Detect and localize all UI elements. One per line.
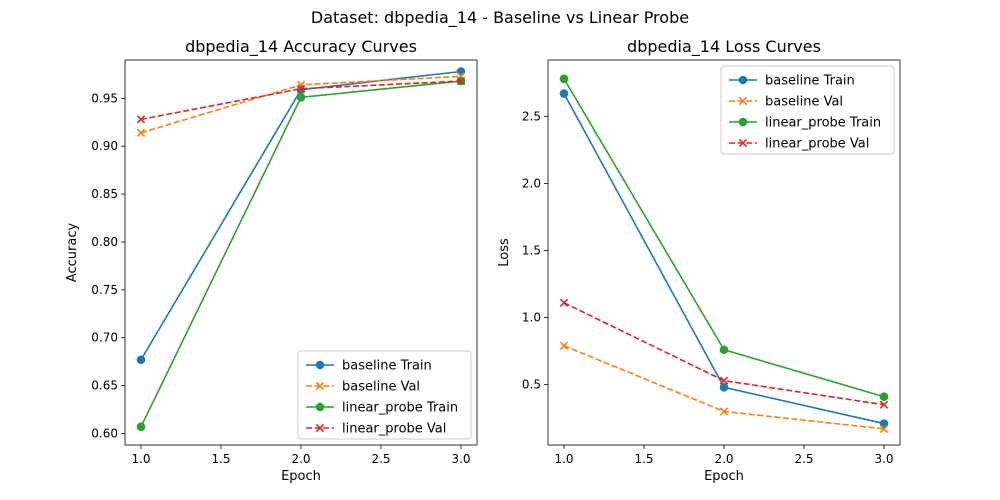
accuracy-y-tick-label: 0.85 <box>91 187 118 201</box>
loss-chart: dbpedia_14 Loss Curves 1.0 1.5 2.0 2.5 3.0 0.5… <box>497 37 901 484</box>
accuracy-legend-baseline-val-marker <box>315 381 325 391</box>
accuracy-y-tick-label: 0.60 <box>91 427 118 441</box>
accuracy-chart: dbpedia_14 Accuracy Curves 1.0 1.5 2.0 2.5 3.… <box>65 37 478 484</box>
accuracy-x-tick-label: 1.0 <box>131 452 150 466</box>
loss-series-linear-probe-train-point <box>719 345 729 355</box>
loss-y-axis-label: Loss <box>497 238 512 267</box>
loss-x-tick-label: 1.0 <box>554 452 573 466</box>
loss-x-tick-label: 3.0 <box>874 452 893 466</box>
accuracy-y-tick-label: 0.75 <box>91 283 118 297</box>
loss-series-baseline-train-point <box>559 89 569 98</box>
accuracy-series-linear-probe-train-point <box>296 93 306 102</box>
loss-y-tick-label: 0.5 <box>522 378 541 392</box>
accuracy-legend-baseline-val-label: baseline Val <box>342 380 420 395</box>
loss-legend-baseline-train-marker <box>738 75 748 85</box>
accuracy-legend-linear-probe-train-marker <box>315 402 325 412</box>
loss-series-baseline-val-point <box>559 341 569 350</box>
loss-legend-baseline-val-label: baseline Val <box>765 95 843 110</box>
accuracy-y-tick-label: 0.90 <box>91 139 118 153</box>
accuracy-x-tick-label: 2.0 <box>291 452 310 466</box>
accuracy-y-tick-label: 0.65 <box>91 379 118 393</box>
accuracy-legend-linear-probe-train-label: linear_probe Train <box>342 401 458 416</box>
loss-chart-title: dbpedia_14 Loss Curves <box>627 37 821 57</box>
accuracy-y-tick-label: 0.70 <box>91 331 118 345</box>
loss-x-tick-label: 2.5 <box>794 452 813 466</box>
accuracy-legend: baseline Train baseline Val linear_probe T… <box>297 350 472 440</box>
figure-suptitle: Dataset: dbpedia_14 - Baseline vs Linear… <box>311 8 689 28</box>
accuracy-series-linear-probe-val-point <box>136 115 146 124</box>
loss-series-linear-probe-train-point <box>879 392 889 402</box>
loss-series-baseline-val-point <box>879 424 889 434</box>
loss-legend: baseline Train baseline Val linear_probe T… <box>720 65 895 155</box>
loss-series-linear-probe-val-point <box>879 400 889 409</box>
accuracy-series-linear-probe-val-line <box>140 80 462 121</box>
accuracy-x-tick-label: 2.5 <box>371 452 390 466</box>
accuracy-x-axis-label: Epoch <box>281 469 321 484</box>
loss-x-axis-label: Epoch <box>704 469 744 484</box>
loss-legend-linear-probe-val-marker <box>738 138 748 148</box>
loss-series-baseline-train-point <box>719 383 729 392</box>
accuracy-y-axis-label: Accuracy <box>65 223 80 283</box>
loss-series-linear-probe-train-point <box>559 74 569 84</box>
loss-axes-frame <box>547 59 901 446</box>
accuracy-series-baseline-train-line <box>140 70 462 361</box>
loss-legend-linear-probe-train-marker <box>738 117 748 127</box>
loss-legend-baseline-val-marker <box>738 96 748 106</box>
accuracy-x-tick-label: 3.0 <box>451 452 470 466</box>
accuracy-chart-title: dbpedia_14 Accuracy Curves <box>185 37 417 57</box>
accuracy-x-tick-label: 1.5 <box>211 452 230 466</box>
loss-y-tick-label: 2.0 <box>522 176 541 190</box>
accuracy-legend-baseline-train-label: baseline Train <box>342 359 432 374</box>
accuracy-series-linear-probe-train-point <box>136 422 146 432</box>
accuracy-series-baseline-train-point <box>456 67 466 76</box>
loss-legend-baseline-train-label: baseline Train <box>765 74 855 89</box>
accuracy-legend-linear-probe-val-label: linear_probe Val <box>342 422 446 437</box>
loss-y-tick-label: 1.5 <box>522 243 541 257</box>
accuracy-series-linear-probe-val-point <box>456 76 466 86</box>
loss-legend-linear-probe-train-label: linear_probe Train <box>765 116 881 131</box>
accuracy-series-baseline-val-point <box>136 128 146 137</box>
accuracy-axes-frame <box>124 59 478 446</box>
accuracy-y-tick-label: 0.80 <box>91 235 118 249</box>
loss-y-tick-label: 1.0 <box>522 311 541 325</box>
accuracy-legend-baseline-train-marker <box>315 360 325 370</box>
accuracy-series-baseline-train-point <box>136 355 146 365</box>
loss-series-linear-probe-val-point <box>559 298 569 307</box>
accuracy-legend-linear-probe-val-marker <box>315 423 325 433</box>
accuracy-legend-box <box>297 350 472 440</box>
loss-series-linear-probe-val-point <box>719 376 729 385</box>
accuracy-y-tick-label: 0.95 <box>91 91 118 105</box>
loss-series-baseline-val-point <box>719 407 729 416</box>
loss-legend-box <box>720 65 895 155</box>
loss-y-tick-label: 2.5 <box>522 109 541 123</box>
accuracy-series-linear-probe-val-point <box>296 84 306 93</box>
loss-legend-linear-probe-val-label: linear_probe Val <box>765 137 869 152</box>
loss-x-tick-label: 2.0 <box>714 452 733 466</box>
loss-x-tick-label: 1.5 <box>634 452 653 466</box>
